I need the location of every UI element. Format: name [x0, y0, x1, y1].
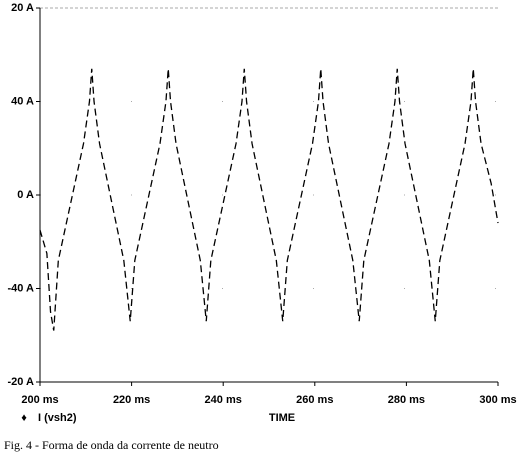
y-tick-label: 20 A — [11, 2, 34, 14]
legend-label: I (vsh2) — [38, 412, 77, 424]
y-tick-label: 0 A — [17, 189, 34, 201]
caption: Fig. 4 - Forma de onda da corrente de ne… — [4, 438, 219, 452]
x-tick-label: 200 ms — [21, 394, 58, 406]
y-tick-label: -40 A — [8, 282, 35, 294]
legend-marker: ♦ — [21, 412, 27, 424]
x-tick-label: 260 ms — [296, 394, 333, 406]
x-tick-label: 220 ms — [113, 394, 150, 406]
x-tick-label: 280 ms — [388, 394, 425, 406]
x-tick-label: 300 ms — [479, 394, 516, 406]
x-tick-label: 240 ms — [205, 394, 242, 406]
x-axis-label: TIME — [269, 412, 295, 424]
y-tick-label: 40 A — [11, 95, 34, 107]
line — [39, 68, 499, 331]
y-tick-label: -20 A — [8, 376, 35, 388]
